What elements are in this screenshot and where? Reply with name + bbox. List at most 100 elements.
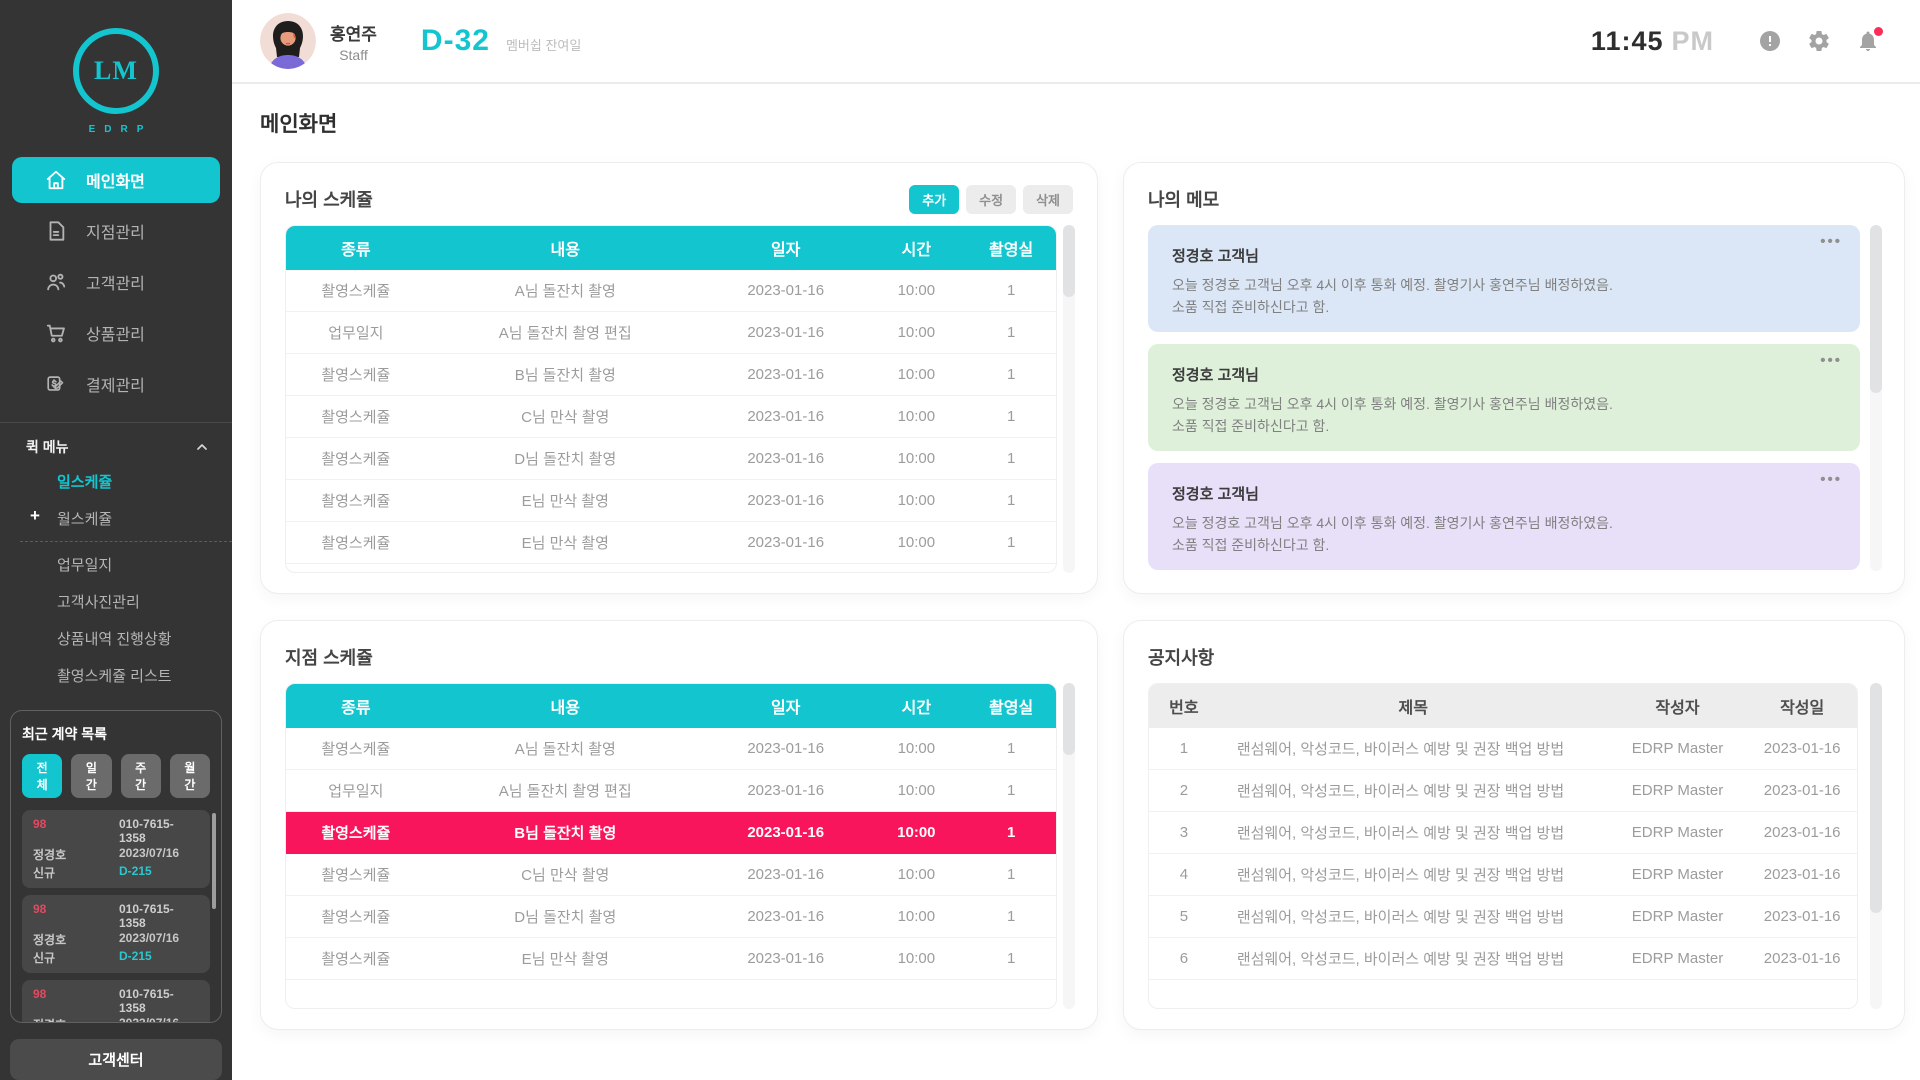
add-button[interactable]: 추가 [909,184,960,214]
quick-menu-item-2[interactable]: 업무일지 [0,546,232,583]
branch-schedule-table: 종류 내용 일자 시간 촬영실 촬영스케쥴 A님 돌잔치 촬영 2023-01-16 10:00… [285,683,1057,1009]
notice-row[interactable]: 1 랜섬웨어, 악성코드, 바이러스 예방 및 권장 백업 방법 EDRP Mast… [1149,728,1857,770]
quick-menu-item-0[interactable]: 일스케쥴 [0,463,232,500]
alert-circle-icon[interactable] [1758,29,1782,53]
avatar-illustration [260,13,316,69]
sidebar-item-1[interactable]: 지점관리 [12,208,220,254]
contract-filter-2[interactable]: 주간 [120,754,161,798]
column-header: 내용 [550,700,580,717]
user-meta: 홍연주 Staff [330,20,377,63]
schedule-row[interactable]: 촬영스케쥴 A님 돌잔치 촬영 2023-01-16 10:00 1 [286,270,1056,312]
contract-dday: D-215 [119,864,152,878]
schedule-row[interactable]: 업무일지 A님 돌잔치 촬영 편집 2023-01-16 10:00 1 [286,770,1056,812]
contract-list-scrollbar[interactable] [212,813,216,909]
schedule-row[interactable]: 촬영스케쥴 B님 돌잔치 촬영 2023-01-16 10:00 1 [286,812,1056,854]
branch-schedule-scrollbar-thumb[interactable] [1063,683,1075,755]
contract-filter-0[interactable]: 전체 [22,754,63,798]
sidebar-item-4[interactable]: 결제관리 [12,361,220,407]
table-cell: EDRP Master [1631,908,1724,925]
schedule-row[interactable]: 촬영스케쥴 E님 만삭 촬영 2023-01-16 10:00 1 [286,938,1056,980]
membership-dday-label: 멤버쉽 잔여일 [505,37,582,53]
notices-scrollbar-thumb[interactable] [1870,683,1882,913]
table-cell: 촬영스케쥴 [321,283,391,300]
table-cell: 랜섬웨어, 악성코드, 바이러스 예방 및 권장 백업 방법 [1236,909,1565,926]
more-options-icon[interactable]: ••• [1820,352,1842,369]
contract-name: 정경호 [33,848,67,862]
memo-card: ••• 정경호 고객님 오늘 정경호 고객님 오후 4시 이후 통화 예정. 촬영기… [1148,463,1860,570]
quick-menu-item-1[interactable]: + 월스케쥴 [0,500,232,537]
schedule-row[interactable]: 촬영스케쥴 E님 만삭 촬영 2023-01-16 10:00 1 [286,480,1056,522]
sidebar-item-label: 고객관리 [86,276,145,293]
recent-contracts-panel: 최근 계약 목록 전체 일간 주간 월간 98 010-7615-1358 정경호 2023… [10,710,222,1024]
clock-meridiem: PM [1671,25,1714,56]
memo-body: 오늘 정경호 고객님 오후 4시 이후 통화 예정. 촬영기사 홍연주님 배정하… [1172,394,1836,437]
table-header-row: 종류 내용 일자 시간 촬영실 [286,226,1056,270]
table-cell: 2023-01-16 [747,824,825,841]
more-options-icon[interactable]: ••• [1820,233,1842,250]
notice-row[interactable]: 5 랜섬웨어, 악성코드, 바이러스 예방 및 권장 백업 방법 EDRP Mast… [1149,896,1857,938]
table-cell: 10:00 [897,366,936,383]
more-options-icon[interactable]: ••• [1820,471,1842,488]
quick-menu-header[interactable]: 퀵 메뉴 [0,423,232,461]
table-cell: A님 돌잔치 촬영 [514,741,616,758]
schedule-row[interactable]: 촬영스케쥴 D님 돌잔치 촬영 2023-01-16 10:00 1 [286,896,1056,938]
recent-contracts-title: 최근 계약 목록 [22,726,108,742]
edit-button[interactable]: 수정 [966,184,1017,214]
column-header: 일자 [770,700,801,717]
memo-customer-name: 정경호 고객님 [1172,248,1259,265]
schedule-row[interactable]: 촬영스케쥴 C님 만삭 촬영 2023-01-16 10:00 1 [286,396,1056,438]
contract-date: 2023/07/16 [119,846,180,860]
gear-icon[interactable] [1807,29,1831,53]
memo-card: ••• 정경호 고객님 오늘 정경호 고객님 오후 4시 이후 통화 예정. 촬영기… [1148,344,1860,451]
my-schedule-title: 나의 스케쥴 [285,190,373,210]
notice-row[interactable]: 2 랜섬웨어, 악성코드, 바이러스 예방 및 권장 백업 방법 EDRP Mast… [1149,770,1857,812]
quick-menu-item-3[interactable]: 고객사진관리 [0,583,232,620]
schedule-row[interactable]: 촬영스케쥴 D님 돌잔치 촬영 2023-01-16 10:00 1 [286,438,1056,480]
contract-dday: D-215 [119,949,152,963]
contract-filter-3[interactable]: 월간 [169,754,210,798]
schedule-row[interactable]: 촬영스케쥴 E님 만삭 촬영 2023-01-16 10:00 1 [286,522,1056,564]
notice-row[interactable]: 6 랜섬웨어, 악성코드, 바이러스 예방 및 권장 백업 방법 EDRP Mast… [1149,938,1857,980]
sidebar-item-3[interactable]: 상품관리 [12,310,220,356]
table-cell: 2023-01-16 [747,866,825,883]
memo-body: 오늘 정경호 고객님 오후 4시 이후 통화 예정. 촬영기사 홍연주님 배정하… [1172,275,1836,318]
delete-button[interactable]: 삭제 [1023,184,1073,214]
memos-scrollbar-thumb[interactable] [1870,225,1882,393]
notice-row[interactable]: 3 랜섬웨어, 악성코드, 바이러스 예방 및 권장 백업 방법 EDRP Mast… [1149,812,1857,854]
cart-icon [44,321,68,345]
contract-count: 98 [33,817,47,831]
schedule-row[interactable]: 촬영스케쥴 A님 돌잔치 촬영 2023-01-16 10:00 1 [286,728,1056,770]
schedule-row[interactable]: 업무일지 A님 돌잔치 촬영 편집 2023-01-16 10:00 1 [286,312,1056,354]
contract-filter-1[interactable]: 일간 [71,754,112,798]
bell-icon[interactable] [1856,27,1883,53]
chevron-up-icon[interactable] [194,439,210,455]
table-cell: EDRP Master [1631,740,1724,757]
notice-row[interactable]: 4 랜섬웨어, 악성코드, 바이러스 예방 및 권장 백업 방법 EDRP Mast… [1149,854,1857,896]
sidebar-item-2[interactable]: 고객관리 [12,259,220,305]
customer-center-button[interactable]: 고객센터 [10,1039,222,1080]
quick-menu-item-4[interactable]: 상품내역 진행상황 [0,620,232,657]
user-role: Staff [339,46,368,63]
notices-scrollbar-track [1870,683,1882,1009]
quick-menu-item-5[interactable]: 촬영스케쥴 리스트 [0,657,232,694]
top-header: 홍연주 Staff D-32 멤버쉽 잔여일 11:45 PM [232,0,1920,84]
table-cell: 1 [1006,324,1016,341]
sidebar-item-0[interactable]: 메인화면 [12,157,220,203]
sidebar-item-label: 메인화면 [86,174,145,191]
schedule-row[interactable]: 촬영스케쥴 C님 만삭 촬영 2023-01-16 10:00 1 [286,854,1056,896]
my-schedule-scrollbar-thumb[interactable] [1063,225,1075,297]
contract-count: 98 [33,987,47,1001]
schedule-row[interactable]: 촬영스케쥴 B님 돌잔치 촬영 2023-01-16 10:00 1 [286,354,1056,396]
table-cell: 1 [1006,740,1016,757]
avatar[interactable] [260,13,316,69]
quick-menu-title: 퀵 메뉴 [26,439,69,455]
table-cell: 10:00 [897,324,936,341]
table-cell: 2023-01-16 [1763,824,1841,841]
table-cell: 2023-01-16 [747,534,825,551]
users-icon [44,270,68,294]
